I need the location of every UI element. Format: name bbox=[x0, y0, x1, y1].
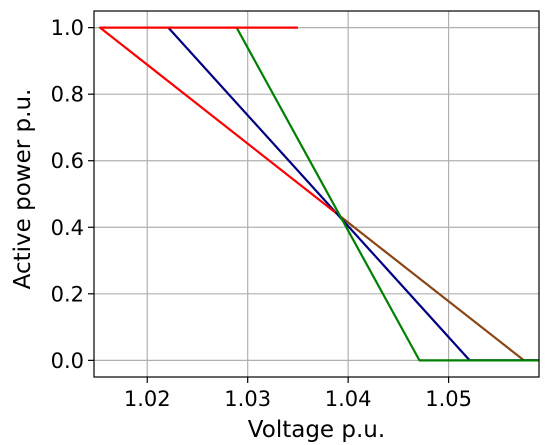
y-axis-label: Active power p.u. bbox=[10, 89, 36, 290]
y-axis-ticks: 0.0 0.2 0.4 0.6 0.8 1.0 bbox=[51, 16, 94, 373]
x-tick-label: 1.04 bbox=[325, 387, 372, 411]
series-line-1 bbox=[334, 211, 539, 362]
x-axis-ticks: 1.02 1.03 1.04 1.05 bbox=[124, 377, 472, 411]
grid bbox=[94, 11, 539, 377]
y-tick-label: 0.4 bbox=[51, 216, 84, 240]
y-tick-label: 0.6 bbox=[51, 149, 84, 173]
x-axis-label: Voltage p.u. bbox=[248, 417, 385, 443]
y-tick-label: 0.8 bbox=[51, 83, 84, 107]
series-line-4 bbox=[98, 26, 336, 214]
series-line-3 bbox=[235, 27, 539, 362]
x-tick-label: 1.02 bbox=[124, 387, 171, 411]
series-group bbox=[98, 26, 539, 362]
series-line-2 bbox=[167, 26, 539, 362]
y-tick-label: 0.2 bbox=[51, 282, 84, 306]
x-tick-label: 1.03 bbox=[224, 387, 271, 411]
y-tick-label: 0.0 bbox=[51, 349, 84, 373]
y-tick-label: 1.0 bbox=[51, 16, 84, 40]
plot-frame bbox=[93, 10, 540, 378]
x-tick-label: 1.05 bbox=[425, 387, 472, 411]
